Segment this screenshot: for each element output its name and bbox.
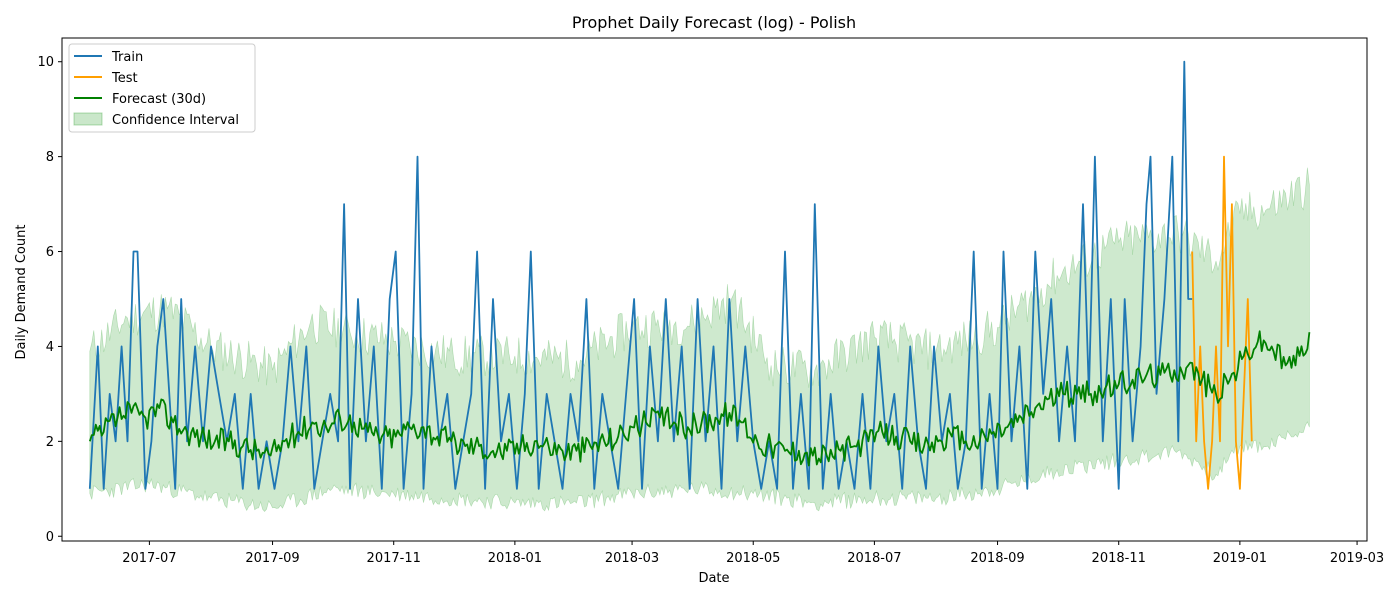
x-tick-label: 2018-07 — [847, 551, 901, 566]
series-line-forecast — [88, 330, 1311, 467]
x-tick-label: 2018-11 — [1092, 551, 1146, 566]
series-line-test — [1191, 155, 1253, 490]
y-axis-label: Daily Demand Count — [14, 225, 29, 360]
x-tick-label: 2019-01 — [1213, 551, 1267, 566]
x-tick-label: 2018-09 — [970, 551, 1024, 566]
x-tick-label: 2017-07 — [122, 551, 176, 566]
legend-test-label: Test — [111, 71, 138, 86]
x-axis-label: Date — [698, 571, 729, 586]
x-tick-label: 2017-09 — [245, 551, 299, 566]
y-tick-label: 6 — [46, 245, 54, 260]
x-tick-label: 2018-05 — [726, 551, 780, 566]
legend-frame — [68, 43, 256, 133]
axes-frame — [61, 37, 1368, 542]
y-tick-label: 0 — [46, 530, 54, 545]
x-tick-label: 2019-03 — [1330, 551, 1384, 566]
y-tick-label: 10 — [37, 55, 54, 70]
legend-forecast-label: Forecast (30d) — [112, 92, 206, 107]
y-tick-label: 8 — [46, 150, 54, 165]
legend: Train Test Forecast (30d) Confidence Int… — [68, 43, 256, 133]
x-tick-label: 2018-03 — [605, 551, 659, 566]
y-tick-label: 4 — [46, 340, 54, 355]
axes: 0 2 4 6 8 10 2017-07 2017-09 2017-11 2018-01 2018-… — [37, 37, 1384, 566]
legend-ci-swatch — [73, 112, 103, 126]
series-line-train — [88, 60, 1193, 490]
legend-train-label: Train — [111, 50, 143, 65]
x-tick-label: 2018-01 — [488, 551, 542, 566]
legend-ci-label: Confidence Interval — [112, 113, 239, 128]
plot-area — [88, 60, 1311, 512]
chart-title: Prophet Daily Forecast (log) - Polish — [572, 13, 856, 32]
x-tick-label: 2017-11 — [367, 551, 421, 566]
y-tick-label: 2 — [46, 435, 54, 450]
